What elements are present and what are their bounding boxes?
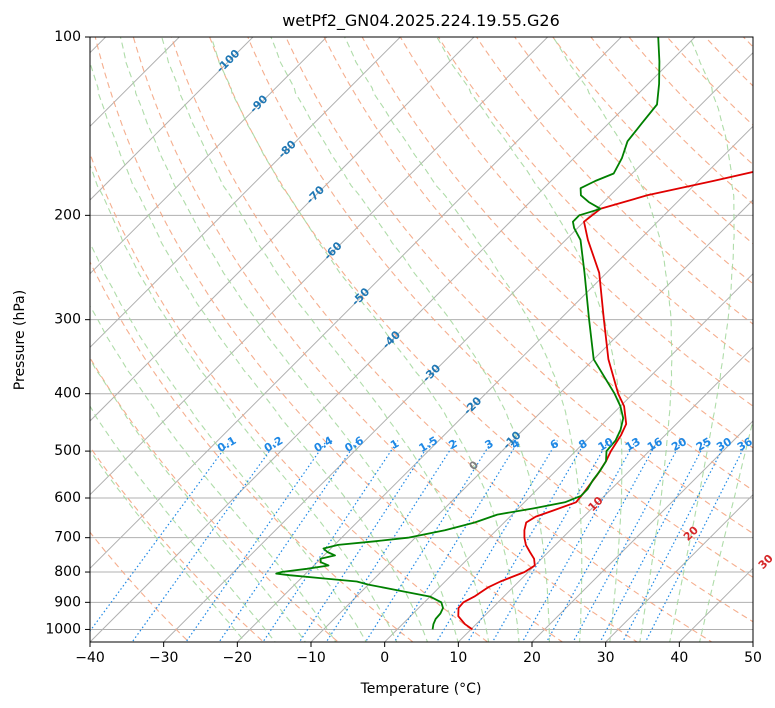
y-axis-title: Pressure (hPa) (12, 290, 28, 390)
mixing-ratio-line (521, 440, 637, 642)
moist-adiabat (270, 37, 550, 642)
mixing-ratio-line (393, 440, 520, 642)
y-tick-label: 300 (54, 312, 81, 328)
y-tick-label: 1000 (45, 621, 81, 637)
x-tick-label: −30 (149, 650, 179, 666)
dry-adiabat (170, 37, 713, 642)
dry-adiabat (666, 37, 753, 126)
isotherm-line (90, 37, 328, 275)
y-tick-label: 700 (54, 530, 81, 546)
y-axis-ticks: 1000 900 800 700 600 500 400 300 200 100 (45, 29, 90, 637)
mixing-ratio-line (185, 440, 328, 642)
dry-adiabat (475, 37, 753, 325)
dry-adiabat (90, 445, 265, 642)
background-lines (90, 37, 753, 642)
x-tick-label: 30 (597, 650, 615, 666)
y-tick-label: 600 (54, 490, 81, 506)
dry-adiabat (90, 260, 414, 642)
chart-title: wetPf2_GN04.2025.224.19.55.G26 (282, 11, 560, 31)
moist-adiabat (210, 37, 520, 642)
dry-adiabat (247, 37, 753, 578)
mixing-ratio-line (545, 440, 659, 642)
mixing-ratio-line (491, 440, 609, 642)
moist-adiabat (90, 242, 367, 642)
mixing-ratio-line (218, 440, 358, 642)
x-axis-ticks: −40 −30 −20 −10 0 10 20 30 40 50 (75, 642, 762, 666)
y-tick-label: 200 (54, 207, 81, 223)
y-tick-label: 500 (54, 443, 81, 459)
x-tick-label: 10 (449, 650, 467, 666)
x-tick-label: −10 (296, 650, 326, 666)
dry-adiabat (437, 37, 753, 366)
moist-adiabat (161, 37, 490, 642)
moist-adiabat (343, 37, 583, 642)
mixing-ratio-line (467, 440, 587, 642)
dewpoint-profile-line (275, 37, 661, 630)
isotherm-line (90, 37, 254, 201)
plot-frame (89, 36, 754, 643)
isotherm-line (604, 493, 753, 642)
mixing-ratio-line (572, 440, 683, 642)
isotherm-line (162, 51, 753, 642)
moist-adiabat (90, 163, 398, 642)
moist-adiabat (669, 37, 735, 642)
isotherm-line (531, 420, 753, 642)
y-tick-label: 800 (54, 564, 81, 580)
isotherm-line (457, 346, 753, 642)
profile-series (275, 37, 753, 631)
isotherm-line (90, 37, 475, 422)
x-tick-label: 0 (380, 650, 389, 666)
x-tick-label: 40 (670, 650, 688, 666)
moist-adiabat (90, 305, 337, 642)
dry-adiabat (323, 37, 753, 492)
mixing-ratio-line (599, 440, 707, 642)
isotherm-line (90, 37, 623, 570)
dry-adiabat (285, 37, 753, 535)
y-tick-label: 900 (54, 594, 81, 610)
mixing-ratio-line (298, 440, 432, 642)
x-tick-label: 20 (523, 650, 541, 666)
moist-adiabat (119, 37, 459, 642)
moist-adiabat (90, 59, 429, 642)
plot-area (90, 37, 753, 642)
y-tick-label: 100 (54, 29, 81, 45)
x-tick-label: −20 (223, 650, 253, 666)
isotherm-line (90, 37, 402, 349)
moist-adiabat (90, 358, 307, 642)
mixing-ratio-line (621, 440, 728, 642)
isotherm-line (310, 199, 753, 642)
x-tick-label: 50 (744, 650, 762, 666)
isotherm-line (383, 272, 753, 642)
x-tick-label: −40 (75, 650, 105, 666)
dry-adiabat (94, 37, 564, 642)
isotherm-line (90, 37, 181, 128)
y-tick-label: 400 (54, 386, 81, 402)
isotherm-line (90, 37, 696, 642)
mixing-ratio-line (435, 440, 558, 642)
mixing-ratio-line (90, 440, 231, 633)
dry-adiabat (90, 152, 489, 642)
x-axis-title: Temperature (°C) (360, 681, 482, 697)
moist-adiabat (436, 37, 623, 642)
moist-adiabat (552, 37, 673, 642)
isotherm-line (90, 37, 549, 496)
dry-adiabat (132, 37, 639, 642)
